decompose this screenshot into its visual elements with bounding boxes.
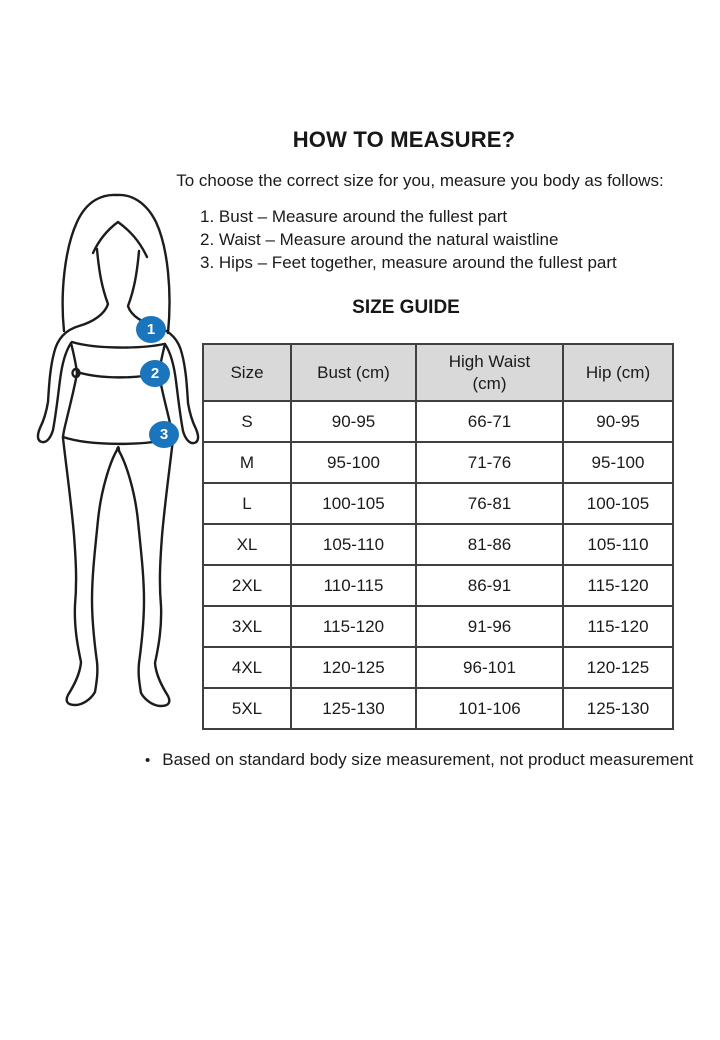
cell-bust: 105-110 [290,523,417,566]
cell-hip: 95-100 [562,441,674,484]
size-guide-heading: SIZE GUIDE [352,297,460,318]
cell-size: 4XL [202,646,292,689]
hair-outline [61,193,171,335]
cell-size: L [202,482,292,525]
bust-line [70,340,166,349]
cell-waist: 101-106 [415,687,564,730]
step-waist: 2. Waist – Measure around the natural wa… [200,230,559,249]
measure-steps-list: 1. Bust – Measure around the fullest par… [200,205,617,274]
footnote: • Based on standard body size measuremen… [145,750,715,772]
cell-waist: 71-76 [415,441,564,484]
hair-fringe [91,220,149,259]
body-measurement-figure: 1 2 3 [25,190,205,720]
cell-waist: 66-71 [415,400,564,443]
cell-bust: 110-115 [290,564,417,607]
cell-size: 2XL [202,564,292,607]
table-row: S 90-95 66-71 90-95 [202,400,674,443]
cell-bust: 115-120 [290,605,417,648]
cell-waist: 96-101 [415,646,564,689]
footnote-text: Based on standard body size measurement,… [162,750,694,769]
hips-marker-badge: 3 [149,421,179,448]
cell-bust: 120-125 [290,646,417,689]
col-header-high-waist: High Waist (cm) [415,343,564,402]
cell-bust: 90-95 [290,400,417,443]
table-header-row: Size Bust (cm) High Waist (cm) Hip (cm) [202,343,674,402]
step-bust: 1. Bust – Measure around the fullest par… [200,207,508,226]
table-row: XL 105-110 81-86 105-110 [202,523,674,566]
left-leg [61,436,119,707]
cell-hip: 115-120 [562,564,674,607]
cell-size: XL [202,523,292,566]
cell-size: S [202,400,292,443]
intro-text: To choose the correct size for you, meas… [176,171,664,190]
table-row: 2XL 110-115 86-91 115-120 [202,564,674,607]
table-row: 3XL 115-120 91-96 115-120 [202,605,674,648]
left-side-outline [36,247,110,444]
col-header-size: Size [202,343,292,402]
cell-hip: 105-110 [562,523,674,566]
cell-bust: 125-130 [290,687,417,730]
col-header-bust: Bust (cm) [290,343,417,402]
cell-bust: 100-105 [290,482,417,525]
page-title: HOW TO MEASURE? [292,127,516,152]
table-row: M 95-100 71-76 95-100 [202,441,674,484]
right-leg [117,437,175,708]
col-header-hip: Hip (cm) [562,343,674,402]
table-row: 4XL 120-125 96-101 120-125 [202,646,674,689]
cell-size: M [202,441,292,484]
cell-waist: 76-81 [415,482,564,525]
table-row: L 100-105 76-81 100-105 [202,482,674,525]
cell-hip: 100-105 [562,482,674,525]
cell-hip: 90-95 [562,400,674,443]
inner-leg-join [115,445,121,453]
bust-marker-badge: 1 [136,316,166,343]
cell-size: 3XL [202,605,292,648]
cell-bust: 95-100 [290,441,417,484]
table-row: 5XL 125-130 101-106 125-130 [202,687,674,730]
cell-size: 5XL [202,687,292,730]
body-silhouette-illustration [36,193,200,708]
cell-hip: 115-120 [562,605,674,648]
cell-waist: 81-86 [415,523,564,566]
cell-waist: 91-96 [415,605,564,648]
cell-hip: 125-130 [562,687,674,730]
left-elbow [71,367,81,379]
right-side-outline [126,249,200,445]
step-hips: 3. Hips – Feet together, measure around … [200,253,617,272]
cell-hip: 120-125 [562,646,674,689]
bullet-icon: • [145,752,151,769]
waist-marker-badge: 2 [140,360,170,387]
size-guide-table: Size Bust (cm) High Waist (cm) Hip (cm) … [202,343,674,730]
torso-left [61,341,79,440]
cell-waist: 86-91 [415,564,564,607]
